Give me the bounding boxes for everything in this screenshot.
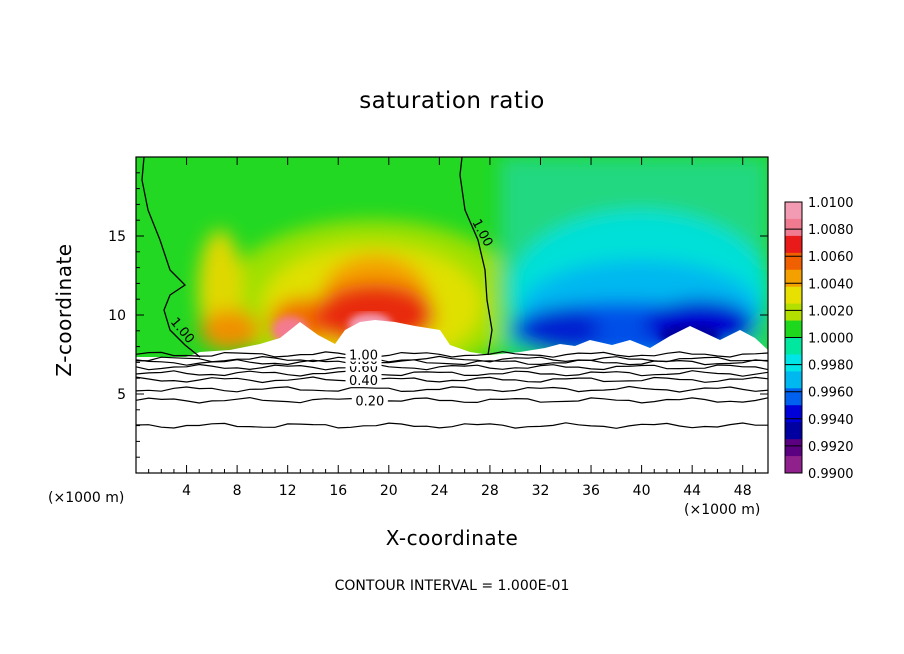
contour-1.00-left (141, 156, 201, 358)
contour-line (135, 396, 769, 404)
x-tick-label: 4 (182, 483, 191, 499)
colorbar-label: 0.9980 (808, 359, 854, 374)
colorbar-label: 0.9940 (808, 413, 854, 428)
x-tick-label: 28 (481, 483, 499, 499)
colorbar-label: 1.0060 (808, 250, 854, 265)
contour-1.00-mid (459, 156, 493, 356)
colorbar-swatch (785, 218, 802, 237)
x-tick-label: 36 (582, 483, 600, 499)
colorbar-swatch (785, 252, 802, 271)
chart-title: saturation ratio (359, 88, 545, 114)
colorbar-swatch (785, 320, 802, 338)
colorbar-swatch (785, 269, 802, 288)
x-tick-label: 44 (683, 483, 701, 499)
x-tick-label: 48 (734, 483, 752, 499)
y-tick-label: 10 (108, 308, 126, 324)
y-axis-label: Z-coordinate (52, 243, 76, 377)
contour-line (135, 376, 769, 384)
colorbar-swatch (785, 405, 802, 423)
x-tick-label: 16 (329, 483, 347, 499)
colorbar-swatch (785, 303, 802, 322)
colorbar-swatch (785, 422, 802, 440)
colorbar-swatch (785, 371, 802, 389)
contour-interval-note: CONTOUR INTERVAL = 1.000E-01 (334, 578, 570, 594)
colorbar-label: 1.0080 (808, 223, 854, 238)
y-axis: 5 10 15 (108, 172, 768, 458)
x-tick-label: 20 (380, 483, 398, 499)
colorbar-swatch (785, 439, 802, 457)
contour-label: 0.20 (355, 394, 384, 409)
colorbar-label: 1.0100 (808, 196, 854, 211)
y-tick-label: 15 (108, 229, 126, 245)
colorbar-swatch (785, 286, 802, 305)
colorbar: 1.0100 1.0080 1.0060 1.0040 1.0020 1.0000 0.99… (784, 196, 854, 482)
contour-label: 0.40 (349, 374, 378, 389)
contour-label-bg (351, 393, 388, 408)
contour-line (135, 363, 769, 371)
colorbar-swatch (785, 235, 802, 254)
x-unit-left: (×1000 m) (48, 490, 125, 506)
contour-label-bg (345, 372, 382, 387)
contour-labels: 0.200.400.600.801.001.001.00 (167, 217, 495, 409)
colorbar-label: 1.0040 (808, 277, 854, 292)
x-tick-label: 24 (430, 483, 448, 499)
x-axis-label: X-coordinate (385, 526, 519, 550)
x-tick-label: 32 (532, 483, 550, 499)
contour-line (135, 370, 769, 377)
contour-line (135, 422, 768, 429)
colorbar-swatch (785, 456, 802, 474)
x-axis: 4 8 12 16 20 24 28 32 36 40 44 48 (148, 157, 756, 499)
x-tick-label: 12 (279, 483, 297, 499)
colorbar-swatch (785, 388, 802, 406)
colorbar-label: 1.0000 (808, 332, 854, 347)
contour-lines (135, 351, 769, 429)
colorbar-swatch (785, 202, 802, 220)
x-tick-label: 8 (233, 483, 242, 499)
contour-label: 1.00 (349, 349, 378, 364)
colorbar-label: 0.9920 (808, 440, 854, 455)
x-unit-right: (×1000 m) (684, 502, 761, 518)
colorbar-label: 0.9960 (808, 386, 854, 401)
colorbar-label: 0.9900 (808, 467, 854, 482)
saturation-field (136, 157, 768, 473)
colorbar-swatch (785, 354, 802, 372)
colorbar-label: 1.0020 (808, 304, 854, 319)
contour-line (135, 351, 769, 358)
contour-line (135, 385, 769, 393)
contour-line (135, 359, 769, 366)
colorbar-swatch (785, 337, 802, 355)
contour-label-bg (345, 347, 382, 362)
y-tick-label: 5 (117, 387, 126, 403)
x-tick-label: 40 (633, 483, 651, 499)
